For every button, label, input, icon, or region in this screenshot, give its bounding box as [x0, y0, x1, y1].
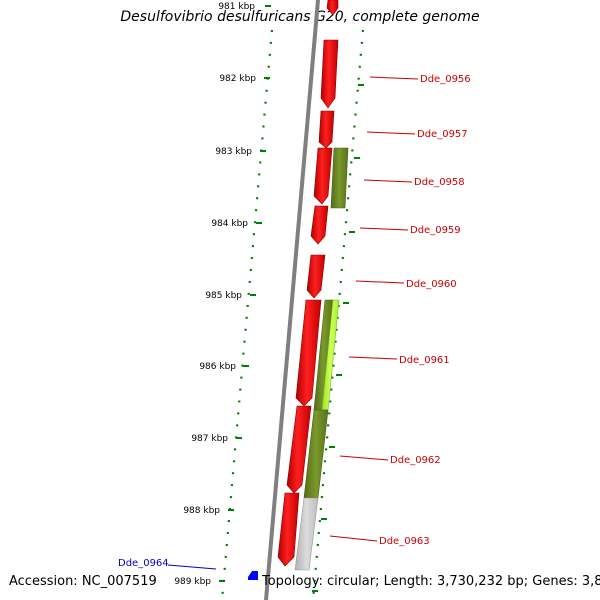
gene-arrow-dde0961[interactable]: [295, 299, 322, 407]
connector-dde0956: [369, 76, 419, 80]
connector-dde0959: [359, 227, 409, 231]
gene-arrow-dde0959[interactable]: [310, 205, 329, 245]
feature-track: [294, 147, 349, 571]
connector-dde0958: [363, 179, 413, 183]
ruler-label: 989 kbp: [174, 577, 211, 587]
ruler-label: 983 kbp: [215, 147, 252, 157]
gene-label-dde0958[interactable]: Dde_0958: [414, 177, 465, 188]
connector-dde0962: [339, 455, 389, 461]
connector-dde0964: [167, 564, 217, 570]
accession-text: Accession: NC_007519: [9, 574, 157, 589]
gene-track: [277, 0, 339, 567]
ruler-label: 986 kbp: [199, 362, 236, 372]
map-title: Desulfovibrio desulfuricans G20, complet…: [120, 9, 480, 25]
gene-label-dde0956[interactable]: Dde_0956: [420, 74, 471, 85]
connector-dde0961: [348, 356, 398, 360]
gene-label-dde0964[interactable]: Dde_0964: [118, 558, 169, 569]
genome-backbone: [264, 0, 320, 600]
gene-arrow-dde0957[interactable]: [318, 110, 335, 149]
gene-label-dde0963[interactable]: Dde_0963: [379, 536, 430, 547]
genome-info-text: Topology: circular; Length: 3,730,232 bp…: [262, 574, 600, 589]
gene-marker-dde0964[interactable]: [248, 571, 258, 580]
ruler-labels: 981 kbp 982 kbp 983 kbp 984 kbp 985 kbp …: [174, 2, 256, 587]
ruler-dotted-track: [220, 29, 274, 600]
gene-label-dde0961[interactable]: Dde_0961: [399, 355, 450, 366]
feature-olive[interactable]: [330, 147, 349, 209]
ruler-label: 987 kbp: [191, 434, 228, 444]
connector-dde0963: [329, 535, 378, 542]
gene-arrow-dde0962[interactable]: [286, 405, 312, 494]
label-connectors: [329, 76, 419, 542]
ruler-label: 982 kbp: [219, 74, 256, 84]
gene-arrow-dde0956[interactable]: [320, 39, 339, 109]
connector-dde0957: [366, 131, 416, 135]
ruler-label: 981 kbp: [218, 2, 255, 12]
gene-arrow-dde0958[interactable]: [313, 147, 333, 205]
outer-track-ticks: [312, 84, 364, 592]
ruler-label: 984 kbp: [211, 219, 248, 229]
feature-gray[interactable]: [294, 497, 319, 571]
ruler-label: 988 kbp: [183, 506, 220, 516]
ruler-label: 985 kbp: [205, 291, 242, 301]
gene-arrow-dde0955[interactable]: [326, 0, 339, 16]
gene-arrow-dde0960[interactable]: [306, 254, 326, 299]
gene-arrow-dde0963[interactable]: [277, 492, 300, 567]
gene-label-dde0962[interactable]: Dde_0962: [390, 455, 441, 466]
gene-labels: Dde_0956 Dde_0957 Dde_0958 Dde_0959 Dde_…: [379, 74, 471, 547]
connector-dde0960: [355, 280, 405, 284]
ruler-ticks: [219, 5, 271, 582]
gene-label-dde0960[interactable]: Dde_0960: [406, 279, 457, 290]
gene-label-dde0959[interactable]: Dde_0959: [410, 225, 461, 236]
gene-label-dde0957[interactable]: Dde_0957: [417, 129, 468, 140]
